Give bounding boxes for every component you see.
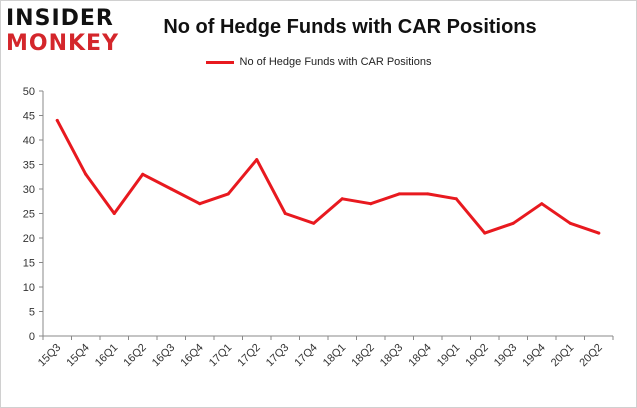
x-tick-label: 17Q2 (235, 342, 263, 370)
y-tick-label: 5 (29, 307, 35, 319)
y-tick-label: 25 (23, 209, 35, 221)
data-point (483, 231, 487, 235)
data-point (426, 192, 430, 196)
data-point (511, 221, 515, 225)
legend-label: No of Hedge Funds with CAR Positions (239, 56, 432, 68)
x-tick-label: 19Q2 (463, 342, 491, 370)
y-tick-label: 45 (23, 111, 35, 123)
data-point (312, 221, 316, 225)
data-point (597, 231, 601, 235)
x-tick-label: 18Q3 (378, 342, 406, 370)
data-point (397, 192, 401, 196)
y-tick-label: 15 (23, 258, 35, 270)
data-point (340, 197, 344, 201)
x-tick-label: 20Q1 (549, 342, 577, 370)
y-tick-label: 40 (23, 135, 35, 147)
logo-text-insider: INSIDER (6, 6, 114, 31)
data-point (369, 202, 373, 206)
y-tick-label: 30 (23, 184, 35, 196)
y-tick-label: 35 (23, 160, 35, 172)
data-point (283, 212, 287, 215)
chart-legend: No of Hedge Funds with CAR Positions (0, 56, 637, 72)
x-tick-label: 18Q1 (321, 342, 349, 370)
data-point (198, 202, 202, 206)
x-tick-label: 19Q3 (492, 342, 520, 370)
y-tick-label: 10 (23, 282, 35, 294)
data-point (169, 187, 173, 191)
legend-swatch (205, 60, 234, 64)
data-point (226, 192, 230, 196)
x-tick-label: 19Q4 (520, 342, 548, 370)
x-tick-label: 17Q1 (207, 342, 235, 370)
series-line (55, 118, 601, 235)
x-tick-label: 17Q3 (264, 342, 292, 370)
x-tick-label: 18Q4 (406, 342, 434, 370)
y-tick-label: 20 (23, 233, 35, 245)
data-point (84, 172, 88, 176)
x-tick-label: 15Q4 (64, 342, 92, 370)
data-point (112, 212, 116, 215)
x-tick-label: 20Q2 (577, 342, 605, 370)
y-tick-label: 50 (23, 86, 35, 98)
x-tick-label: 17Q4 (292, 342, 320, 370)
y-tick-label: 0 (29, 331, 35, 343)
data-point (568, 221, 572, 225)
data-point (454, 197, 458, 201)
data-point (141, 172, 145, 176)
x-tick-label: 16Q3 (150, 342, 178, 370)
data-point (55, 118, 59, 122)
x-tick-label: 15Q3 (36, 342, 64, 370)
insider-monkey-logo: INSIDER MONKEY (6, 4, 124, 60)
chart-title: No of Hedge Funds with CAR Positions (163, 16, 537, 38)
x-tick-label: 16Q1 (93, 342, 121, 370)
logo-text-monkey: MONKEY (6, 31, 120, 56)
x-tick-label: 19Q1 (435, 342, 463, 370)
x-tick-label: 16Q2 (121, 342, 149, 370)
data-point (540, 202, 544, 206)
data-point (255, 158, 259, 162)
x-tick-label: 18Q2 (349, 342, 377, 370)
x-tick-label: 16Q4 (178, 342, 206, 370)
